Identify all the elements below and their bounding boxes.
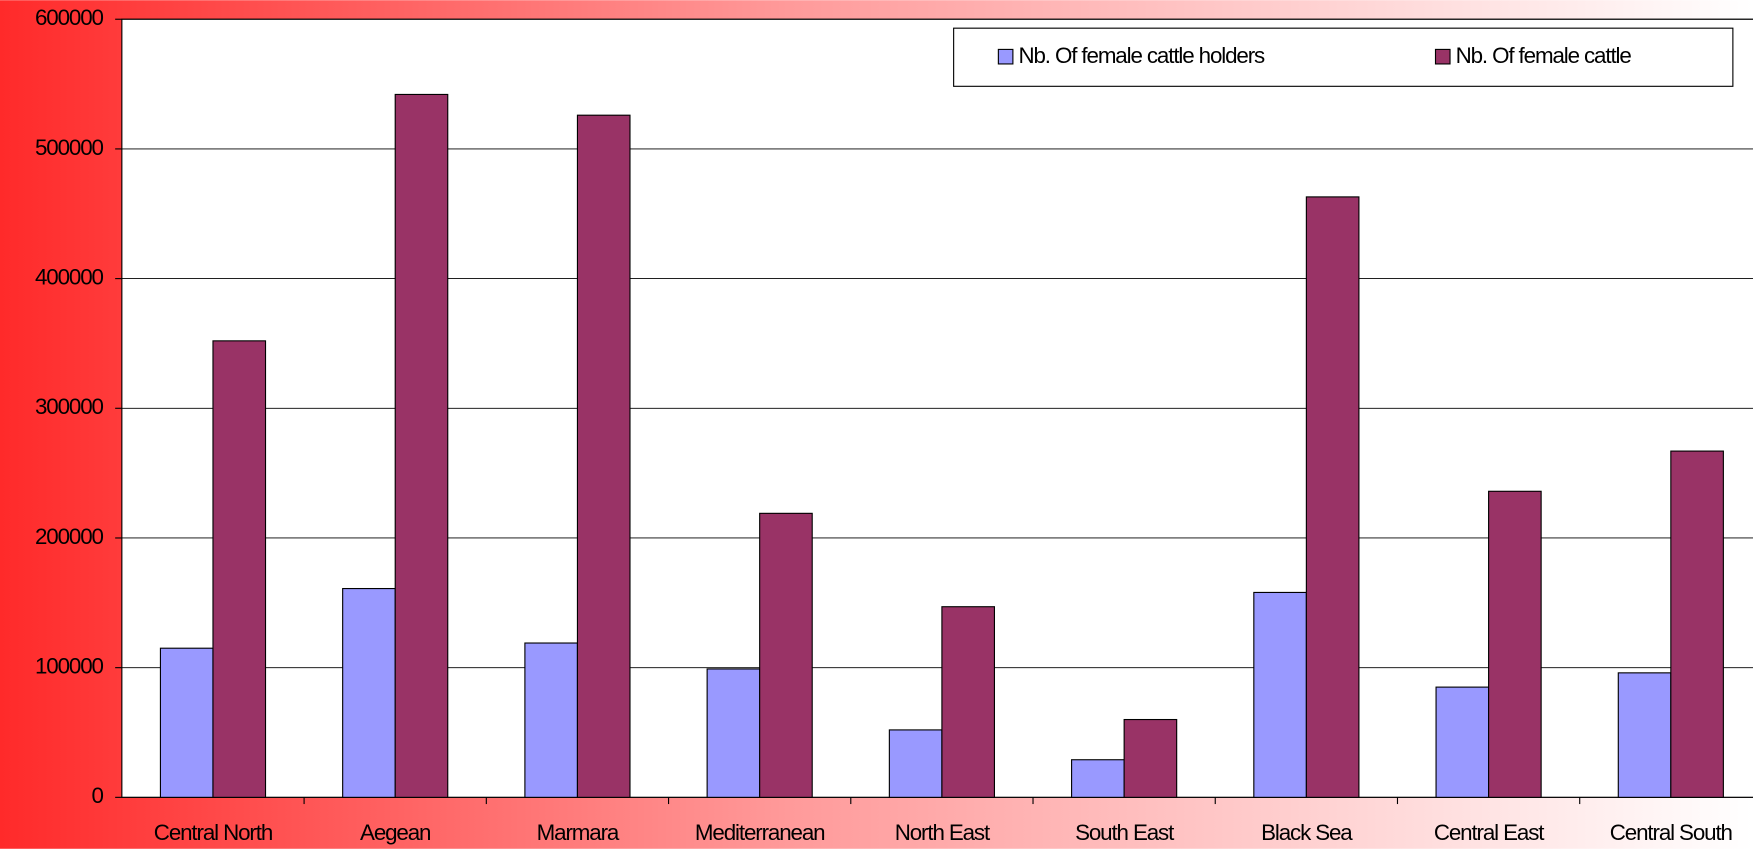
x-tick-label: Mediterranean: [695, 820, 825, 845]
bar: [212, 340, 267, 798]
bar: [1253, 591, 1307, 798]
bar: [888, 729, 943, 798]
legend: [953, 27, 1734, 87]
y-tick-label: 600000: [35, 5, 104, 30]
x-tick-label: Central East: [1434, 820, 1545, 845]
labels: 0 100000 200000 300000 400000 500000 600000 Cen…: [35, 5, 1733, 845]
x-tick-label: South East: [1075, 820, 1175, 845]
x-tick-label: Black Sea: [1261, 820, 1353, 845]
y-tick-label: 0: [92, 783, 104, 808]
bar: [706, 668, 761, 798]
x-tick-label: Central South: [1610, 820, 1732, 845]
bars: [159, 93, 1724, 798]
x-tick-label: Central North: [154, 820, 272, 845]
bar: [1305, 196, 1360, 798]
bar: [1670, 450, 1724, 798]
legend-swatch: [997, 48, 1014, 65]
y-tick-label: 300000: [35, 394, 104, 419]
y-tick-label: 500000: [35, 135, 104, 160]
bar: [576, 114, 631, 798]
bar: [394, 93, 449, 798]
legend-label: Nb. Of female cattle: [1456, 43, 1632, 68]
legend-items: Nb. Of female cattle holders Nb. Of femal…: [997, 43, 1633, 68]
bar: [759, 512, 813, 798]
bar: [1617, 672, 1672, 798]
bar: [1123, 718, 1178, 798]
x-tick-label: Aegean: [360, 820, 430, 845]
y-tick-label: 100000: [35, 654, 104, 679]
bar: [1071, 759, 1125, 798]
x-tick-label: North East: [895, 820, 991, 845]
y-tick-label: 200000: [35, 524, 104, 549]
legend-swatch: [1434, 48, 1451, 65]
bar: [159, 647, 214, 798]
x-tick-label: Marmara: [537, 820, 620, 845]
bar: [1488, 490, 1542, 798]
bar: [1435, 686, 1490, 798]
y-tick-label: 400000: [35, 265, 104, 290]
bar: [941, 606, 996, 798]
bar: [524, 642, 578, 798]
legend-label: Nb. Of female cattle holders: [1018, 43, 1265, 68]
bar: [342, 587, 396, 798]
